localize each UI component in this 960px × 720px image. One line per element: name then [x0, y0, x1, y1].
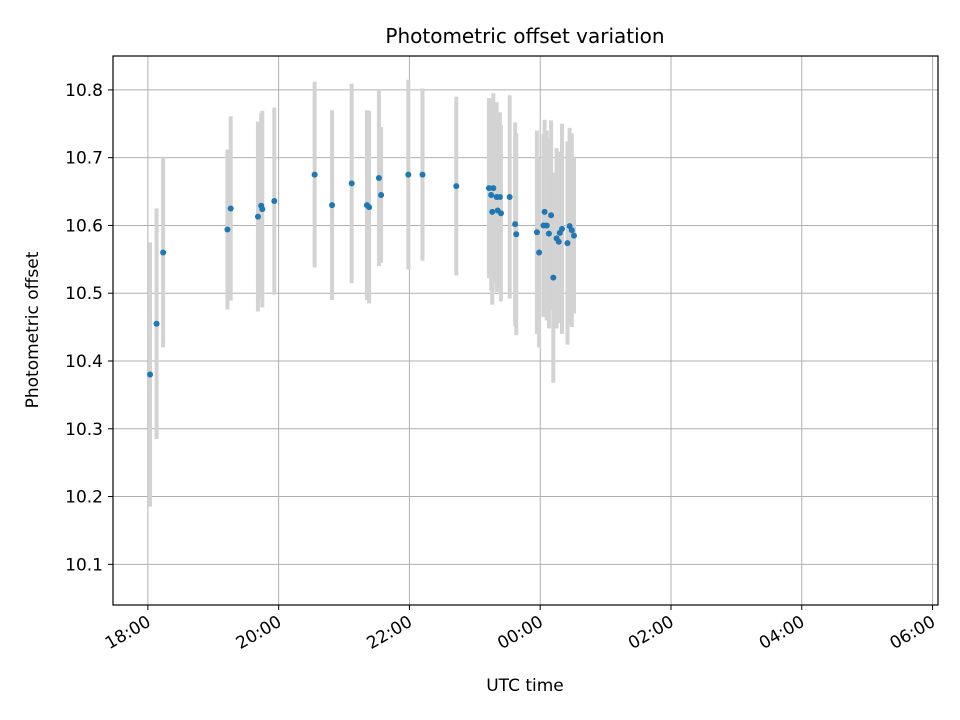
data-point: [485, 185, 492, 192]
data-point: [548, 212, 555, 219]
data-point: [311, 171, 318, 178]
y-axis-label: Photometric offset: [23, 251, 43, 408]
data-point: [550, 274, 557, 281]
data-point: [506, 193, 513, 200]
grid: [113, 56, 938, 605]
data-point: [153, 320, 160, 327]
plot-frame: [112, 55, 939, 606]
data-point: [543, 222, 550, 229]
data-point: [536, 249, 543, 256]
data-point: [533, 229, 540, 236]
y-tick-label: 10.7: [65, 149, 103, 169]
data-point: [545, 230, 552, 237]
data-point: [489, 208, 496, 215]
data-point: [348, 180, 355, 187]
data-point: [147, 371, 154, 378]
y-tick-label: 10.8: [65, 81, 103, 101]
data-point: [490, 185, 497, 192]
y-axis-ticks: 10.1 10.2 10.3 10.4 10.5 10.6 10.7 10.8: [65, 81, 113, 575]
y-tick-label: 10.3: [65, 420, 103, 440]
data-points: [147, 171, 577, 378]
x-axis-label: UTC time: [486, 676, 564, 696]
data-point: [375, 175, 382, 181]
data-point: [497, 210, 504, 217]
data-point: [570, 232, 577, 239]
data-point: [559, 225, 566, 232]
data-point: [541, 208, 548, 215]
y-tick-label: 10.4: [65, 352, 103, 372]
data-point: [555, 238, 562, 245]
data-point: [419, 171, 426, 178]
data-point: [227, 205, 234, 212]
chart-title: Photometric offset variation: [385, 24, 664, 48]
data-point: [259, 206, 266, 213]
data-point: [512, 221, 519, 228]
y-tick-label: 10.6: [65, 216, 103, 236]
data-point: [564, 240, 571, 247]
data-point: [568, 227, 575, 234]
y-tick-label: 10.2: [65, 488, 103, 508]
data-point: [453, 183, 460, 190]
data-point: [513, 231, 520, 238]
data-point: [329, 202, 336, 209]
data-point: [254, 213, 261, 220]
data-point: [488, 191, 495, 198]
y-tick-label: 10.1: [65, 555, 103, 575]
data-point: [224, 226, 231, 233]
data-point: [405, 171, 412, 178]
data-point: [378, 191, 385, 198]
data-point: [366, 204, 373, 211]
data-point: [160, 249, 167, 256]
y-tick-label: 10.5: [65, 284, 103, 304]
data-point: [271, 198, 278, 205]
data-point: [496, 193, 503, 200]
